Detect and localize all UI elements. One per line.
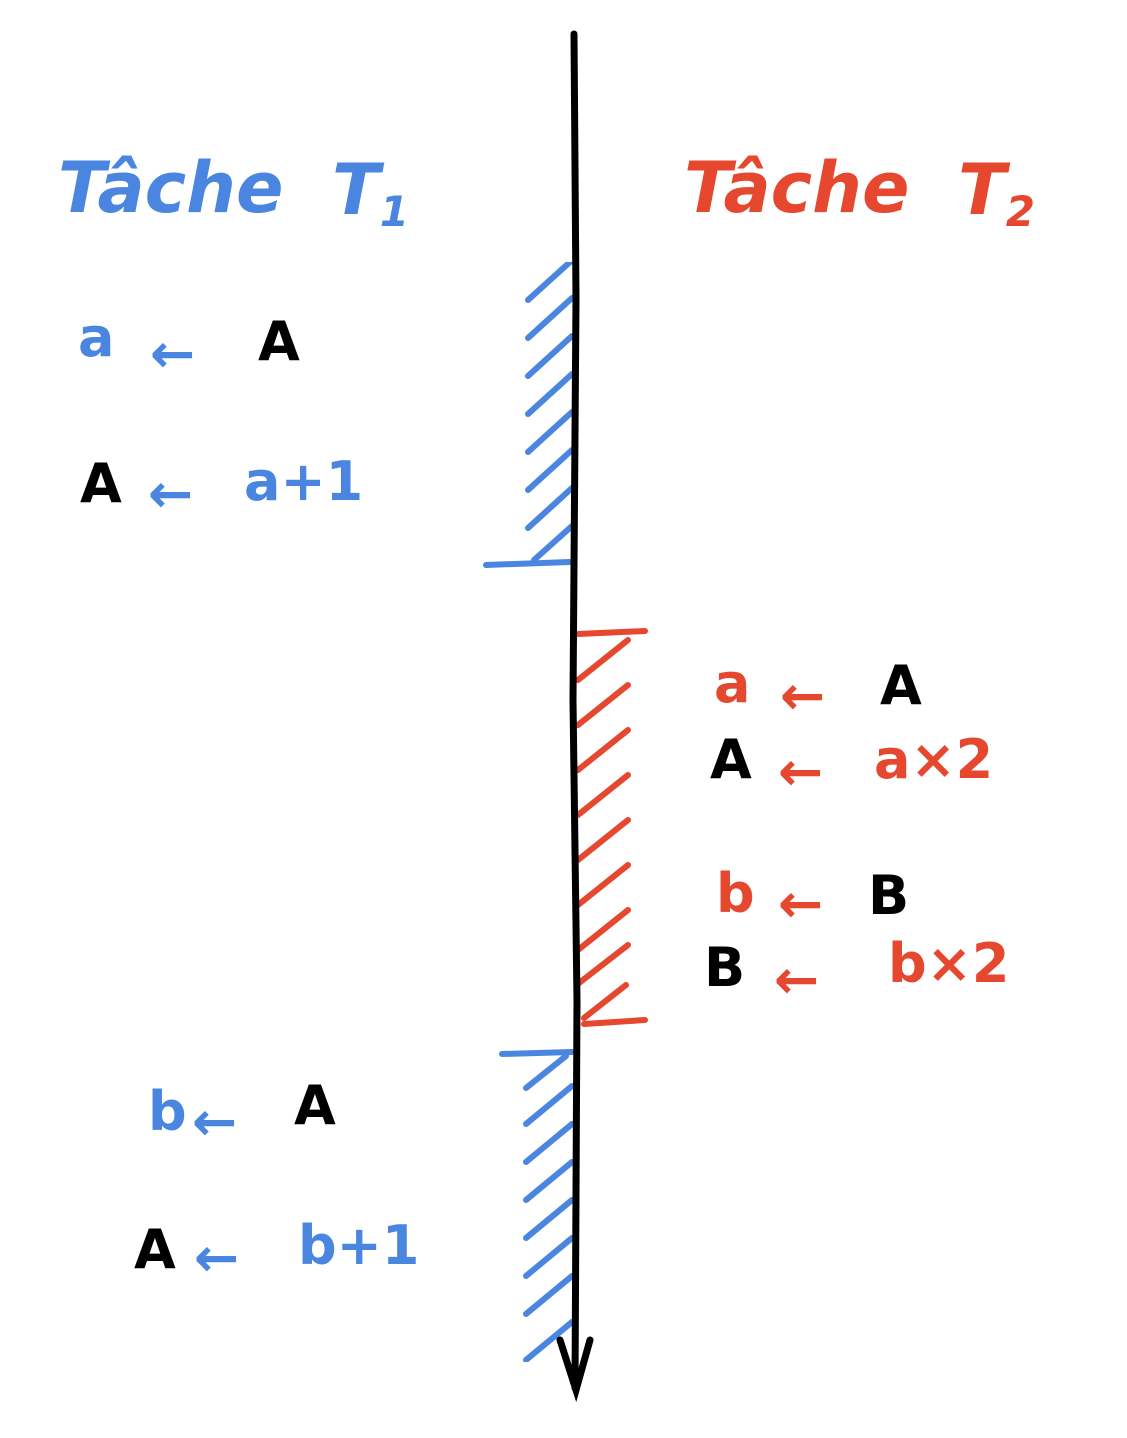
task2-label: T2 (958, 149, 1035, 236)
left-arrow-icon: ← (148, 462, 193, 525)
task1-statement-3: b ← A (148, 1074, 336, 1153)
statement-lhs: b (148, 1080, 187, 1143)
task2-title: Tâche (684, 147, 909, 229)
task1-statement-1: a ← A (78, 306, 300, 385)
statement-lhs: a (78, 306, 114, 369)
time-axis (556, 30, 594, 1403)
statement-lhs: A (710, 728, 752, 791)
statement-lhs: B (704, 936, 745, 999)
task2-statement-3: b ← B (716, 862, 909, 935)
task2-statement-1: a ← A (714, 652, 922, 727)
statement-rhs: b+1 (298, 1214, 419, 1277)
left-arrow-icon: ← (774, 948, 819, 1011)
statement-lhs: A (134, 1218, 176, 1281)
statement-rhs: A (880, 654, 922, 717)
statement-rhs: A (294, 1074, 336, 1137)
left-arrow-icon: ← (150, 322, 195, 385)
task1-critical-section-1 (483, 262, 573, 568)
statement-rhs: A (258, 310, 300, 373)
task2-statement-2: A ← a×2 (710, 728, 993, 803)
task1-label: T1 (332, 149, 409, 236)
left-arrow-icon: ← (778, 740, 823, 803)
statement-lhs: b (716, 862, 755, 925)
task2-critical-section (575, 628, 648, 1027)
task1-title: Tâche (58, 147, 283, 229)
time-axis-arrowhead (556, 1336, 594, 1403)
task1-statement-2: A ← a+1 (80, 450, 363, 525)
left-arrow-icon: ← (192, 1090, 237, 1153)
task1-critical-section-2 (499, 1049, 575, 1362)
statement-rhs: b×2 (888, 932, 1009, 995)
statement-rhs: a×2 (874, 728, 993, 791)
statement-lhs: A (80, 452, 122, 515)
task1-statement-4: A ← b+1 (134, 1214, 419, 1289)
task2-statement-4: B ← b×2 (704, 932, 1009, 1011)
statement-rhs: B (868, 864, 909, 927)
left-arrow-icon: ← (780, 664, 825, 727)
left-arrow-icon: ← (194, 1226, 239, 1289)
left-arrow-icon: ← (778, 872, 823, 935)
statement-lhs: a (714, 652, 750, 715)
statement-rhs: a+1 (244, 450, 363, 513)
